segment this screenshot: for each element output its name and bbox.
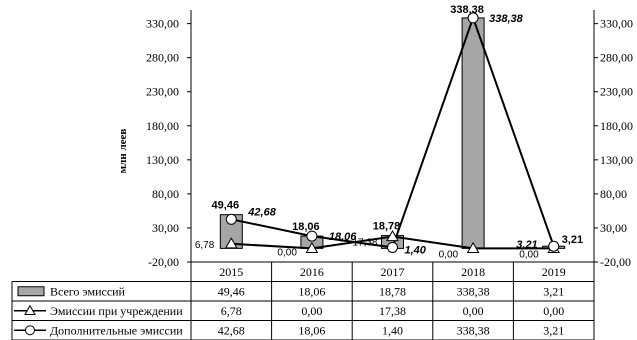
y-tick-label-left: 80,00 [152, 187, 179, 201]
table-cell: 42,68 [218, 323, 245, 337]
table-cell: 0,00 [543, 304, 564, 318]
data-label-additional: 3,21 [516, 239, 537, 251]
y-tick-label-right: -20,00 [600, 255, 631, 269]
marker-circle [548, 240, 560, 252]
right-axis-ticks: 330,00 280,00 230,00 180,00 130,00 80,00 30,00… [594, 17, 633, 269]
table-cell: 338,38 [457, 284, 490, 298]
x-tick-label: 2017 [381, 265, 405, 279]
y-tick-label-right: 180,00 [600, 119, 633, 133]
legend-entry: Дополнительные эмиссии [50, 323, 183, 337]
y-tick-label-right: 30,00 [600, 221, 627, 235]
y-tick-label-left: 280,00 [146, 51, 179, 65]
data-label-total: 18,78 [373, 221, 401, 233]
table-cell: 0,00 [301, 304, 322, 318]
y-tick-label-right: 330,00 [600, 17, 633, 31]
y-tick-label-left: 30,00 [152, 221, 179, 235]
legend-key-circle [25, 325, 35, 336]
x-tick-label: 2016 [300, 265, 324, 279]
data-label-additional: 338,38 [489, 13, 524, 25]
table-cell: 18,06 [298, 284, 325, 298]
legend-entry: Эмиссии при учреждении [50, 304, 183, 318]
data-label-total: 338,38 [450, 4, 484, 16]
y-tick-label-right: 80,00 [600, 187, 627, 201]
y-tick-label-right: 230,00 [600, 85, 633, 99]
y-tick-label-right: 130,00 [600, 153, 633, 167]
y-tick-label-left: 330,00 [146, 17, 179, 31]
table-cell: 6,78 [221, 304, 242, 318]
table-cell: 17,38 [379, 304, 406, 318]
marker-triangle [386, 230, 399, 242]
y-tick-label-right: 280,00 [600, 51, 633, 65]
data-label-founding: 17,38 [352, 238, 377, 249]
legend-key-triangle [24, 304, 36, 315]
legend-key-bar [17, 286, 45, 297]
data-label-additional: 18,06 [329, 231, 357, 243]
marker-circle [306, 230, 318, 242]
data-label-total: 3,21 [562, 234, 583, 246]
marker-circle [467, 12, 479, 24]
data-label-founding: 0,00 [439, 249, 459, 260]
data-label-total: 49,46 [212, 200, 240, 212]
bar-total-emissions [461, 17, 485, 249]
marker-circle [387, 241, 398, 253]
data-label-founding: 0,00 [519, 249, 539, 260]
table-cell: 0,00 [463, 304, 484, 318]
left-axis-ticks: 330,00 280,00 230,00 180,00 130,00 80,00 30,00… [146, 17, 191, 269]
table-cell: 18,78 [379, 284, 406, 298]
marker-triangle [466, 241, 480, 254]
line-additional-emissions [231, 14, 555, 249]
y-tick-label-left: 130,00 [146, 153, 179, 167]
y-axis-label: млн леев [117, 129, 129, 174]
data-label-founding: 0,00 [277, 247, 297, 258]
table-cell: 1,40 [382, 323, 403, 337]
y-tick-label-left: 180,00 [146, 119, 179, 133]
data-label-additional: 1,40 [405, 244, 427, 256]
data-label-founding: 6,78 [195, 240, 215, 251]
legend-entry: Всего эмиссий [50, 284, 126, 298]
marker-triangle [224, 237, 238, 249]
x-tick-label: 2018 [461, 265, 485, 279]
data-table: 2015 2016 2017 2018 2019 Всего эмиссий 49,46 18… [11, 261, 595, 340]
data-label-additional: 42,68 [247, 206, 276, 218]
marker-triangle [305, 241, 319, 254]
table-cell: 3,21 [543, 323, 564, 337]
marker-circle [225, 213, 237, 225]
table-cell: 49,46 [218, 284, 245, 298]
table-cell: 3,21 [543, 284, 564, 298]
data-labels: 49,46 18,06 18,78 338,38 3,21 42,68 18,06 1,40 3… [195, 4, 583, 260]
data-label-total: 18,06 [292, 221, 320, 233]
y-tick-label-left: -20,00 [148, 255, 179, 269]
table-cell: 338,38 [457, 323, 490, 337]
y-tick-label-left: 230,00 [146, 85, 179, 99]
x-tick-label: 2015 [219, 265, 243, 279]
x-tick-label: 2019 [542, 265, 566, 279]
line-series [224, 12, 561, 254]
table-cell: 18,06 [298, 323, 325, 337]
